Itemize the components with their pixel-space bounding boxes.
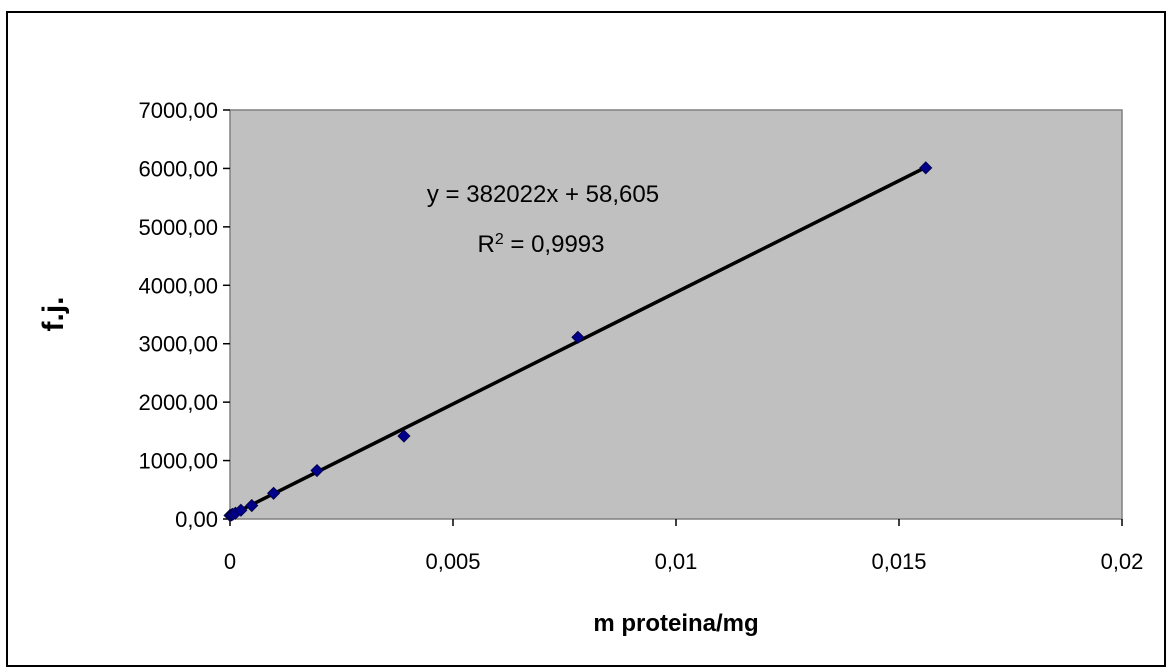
y-tick-label: 3000,00 [138, 332, 218, 357]
data-point [919, 161, 933, 175]
data-point [397, 429, 411, 443]
r-squared-value: = 0,9993 [504, 231, 605, 258]
x-axis-title: m proteina/mg [593, 610, 758, 637]
y-tick-label: 4000,00 [138, 273, 218, 298]
x-tick-label: 0,005 [425, 549, 480, 574]
y-tick-label: 6000,00 [138, 156, 218, 181]
data-points [223, 161, 933, 523]
y-axis-ticks: 0,00 1000,00 2000,00 3000,00 4000,00 5000,00 6… [138, 98, 230, 532]
y-tick-label: 5000,00 [138, 215, 218, 240]
x-tick-label: 0,015 [871, 549, 926, 574]
x-tick-label: 0 [224, 549, 236, 574]
data-point [571, 330, 585, 344]
trendline-equation: y = 382022x + 58,605 [427, 181, 659, 208]
x-tick-label: 0,01 [655, 549, 698, 574]
r-squared-label: R2 = 0,9993 [477, 231, 604, 259]
x-tick-label: 0,02 [1101, 549, 1144, 574]
r-squared-prefix: R [477, 231, 494, 258]
y-tick-label: 1000,00 [138, 449, 218, 474]
y-tick-label: 2000,00 [138, 390, 218, 415]
x-axis-ticks: 0 0,005 0,01 0,015 0,02 [224, 519, 1144, 574]
data-point [267, 486, 281, 500]
r-squared-superscript: 2 [495, 231, 504, 248]
data-point [310, 463, 324, 478]
data-point [234, 503, 248, 517]
y-axis-title: f.j. [37, 297, 70, 332]
plot-area [229, 109, 1123, 520]
data-point [245, 498, 259, 513]
y-tick-label: 0,00 [175, 507, 218, 532]
y-tick-label: 7000,00 [138, 98, 218, 123]
